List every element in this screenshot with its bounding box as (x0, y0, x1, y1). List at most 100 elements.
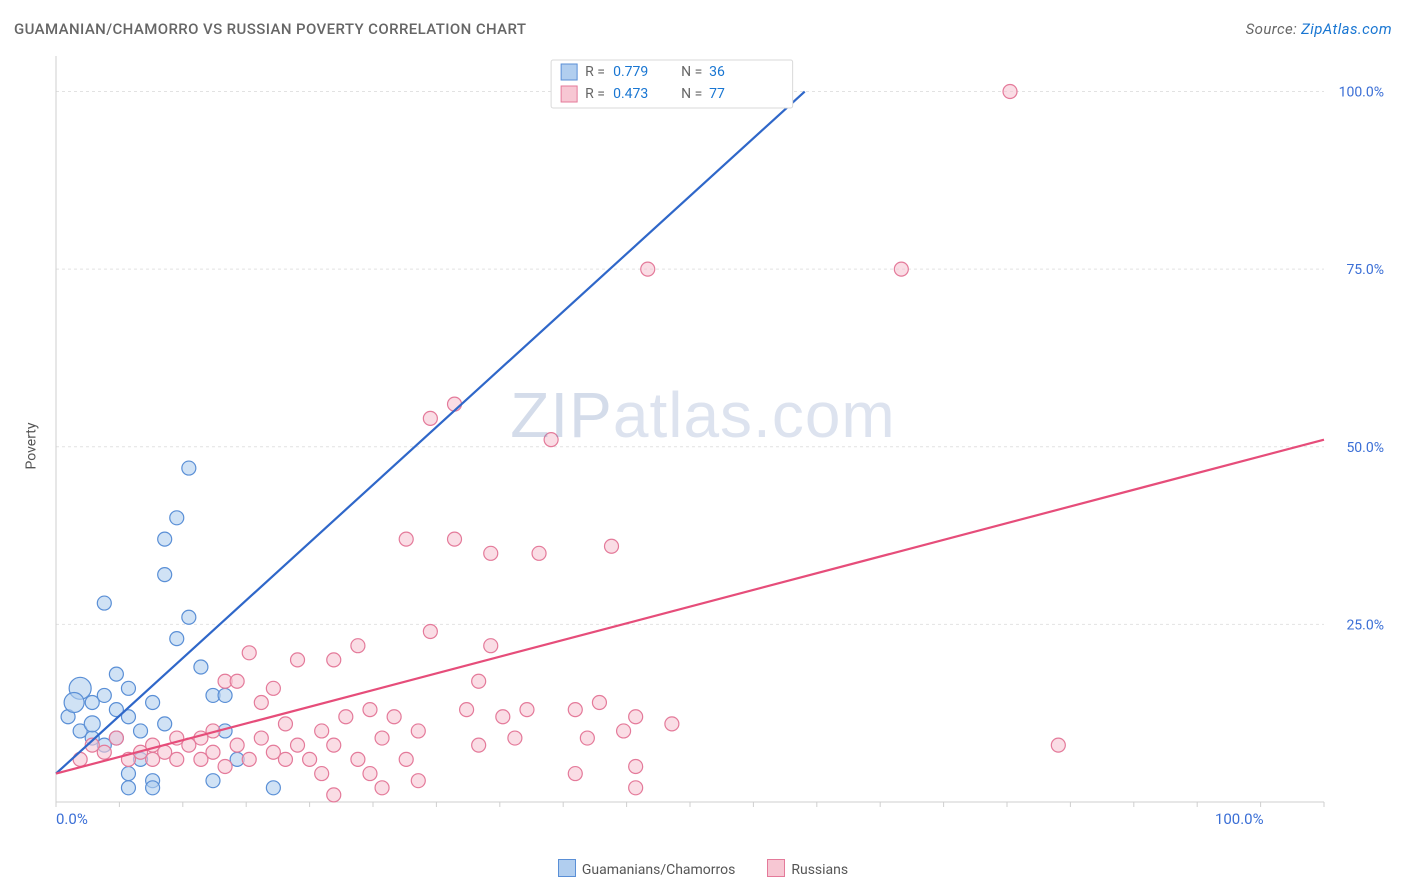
y-tick-label: 100.0% (1339, 85, 1384, 101)
regression-line-guamanian (56, 92, 805, 774)
data-point (629, 781, 643, 795)
data-point (315, 724, 329, 738)
data-point (472, 674, 486, 688)
data-point (629, 710, 643, 724)
scatter-chart: 25.0%50.0%75.0%100.0%0.0%100.0%R = 0.779… (48, 48, 1392, 838)
legend-swatch (561, 86, 577, 102)
data-point (97, 745, 111, 759)
data-point (278, 752, 292, 766)
data-point (170, 511, 184, 525)
data-point (351, 639, 365, 653)
data-point (84, 716, 100, 732)
data-point (520, 703, 534, 717)
data-point (158, 532, 172, 546)
data-point (484, 546, 498, 560)
data-point (206, 774, 220, 788)
data-point (423, 624, 437, 638)
legend-label-russian: Russians (791, 862, 848, 878)
data-point (568, 767, 582, 781)
data-point (146, 696, 160, 710)
data-point (544, 433, 558, 447)
data-point (121, 781, 135, 795)
legend-r-value: 0.779 (613, 64, 648, 80)
data-point (230, 738, 244, 752)
data-point (158, 568, 172, 582)
data-point (1003, 85, 1017, 99)
data-point (605, 539, 619, 553)
data-point (146, 781, 160, 795)
legend-n-label: N = (681, 86, 702, 102)
y-tick-label: 25.0% (1346, 617, 1384, 633)
data-point (291, 653, 305, 667)
data-point (170, 632, 184, 646)
data-point (665, 717, 679, 731)
legend-r-label: R = (585, 86, 605, 102)
data-point (629, 759, 643, 773)
x-tick-label: 0.0% (56, 810, 88, 828)
data-point (278, 717, 292, 731)
data-point (423, 411, 437, 425)
data-point (194, 660, 208, 674)
data-point (254, 696, 268, 710)
data-point (64, 693, 84, 713)
data-point (448, 532, 462, 546)
data-point (460, 703, 474, 717)
data-point (97, 688, 111, 702)
data-point (158, 717, 172, 731)
data-point (327, 788, 341, 802)
data-point (109, 667, 123, 681)
data-point (411, 724, 425, 738)
legend-n-value: 36 (709, 64, 725, 80)
source-link[interactable]: ZipAtlas.com (1301, 20, 1392, 38)
data-point (327, 738, 341, 752)
data-point (641, 262, 655, 276)
y-axis-label: Poverty (24, 422, 40, 469)
data-point (448, 397, 462, 411)
data-point (508, 731, 522, 745)
data-point (375, 731, 389, 745)
y-tick-label: 75.0% (1346, 262, 1384, 278)
data-point (170, 752, 184, 766)
stats-legend: R = 0.779N = 36R = 0.473N = 77 (551, 60, 793, 108)
data-point (592, 696, 606, 710)
data-point (399, 752, 413, 766)
data-point (291, 738, 305, 752)
chart-title: GUAMANIAN/CHAMORRO VS RUSSIAN POVERTY CO… (14, 20, 526, 38)
data-point (73, 752, 87, 766)
legend-item-guamanian: Guamanians/Chamorros (558, 859, 736, 878)
chart-source: Source: ZipAtlas.com (1246, 20, 1392, 38)
data-point (363, 767, 377, 781)
legend-item-russian: Russians (767, 859, 848, 878)
legend-r-value: 0.473 (613, 86, 648, 102)
data-point (363, 703, 377, 717)
data-point (1051, 738, 1065, 752)
data-point (387, 710, 401, 724)
legend-label-guamanian: Guamanians/Chamorros (582, 862, 736, 878)
data-point (411, 774, 425, 788)
data-point (230, 674, 244, 688)
data-point (109, 731, 123, 745)
data-point (399, 532, 413, 546)
data-point (894, 262, 908, 276)
data-point (472, 738, 486, 752)
data-point (484, 639, 498, 653)
data-point (266, 781, 280, 795)
data-point (206, 745, 220, 759)
data-point (375, 781, 389, 795)
source-label: Source: (1246, 20, 1302, 38)
legend-swatch-russian (767, 859, 785, 877)
data-point (315, 767, 329, 781)
data-point (97, 596, 111, 610)
legend-n-label: N = (681, 64, 702, 80)
data-point (351, 752, 365, 766)
data-point (134, 724, 148, 738)
data-point (568, 703, 582, 717)
x-tick-label: 100.0% (1215, 810, 1264, 828)
data-point (496, 710, 510, 724)
legend-swatch (561, 64, 577, 80)
legend-r-label: R = (585, 64, 605, 80)
data-point (182, 610, 196, 624)
data-point (218, 688, 232, 702)
legend-swatch-guamanian (558, 859, 576, 877)
data-point (254, 731, 268, 745)
